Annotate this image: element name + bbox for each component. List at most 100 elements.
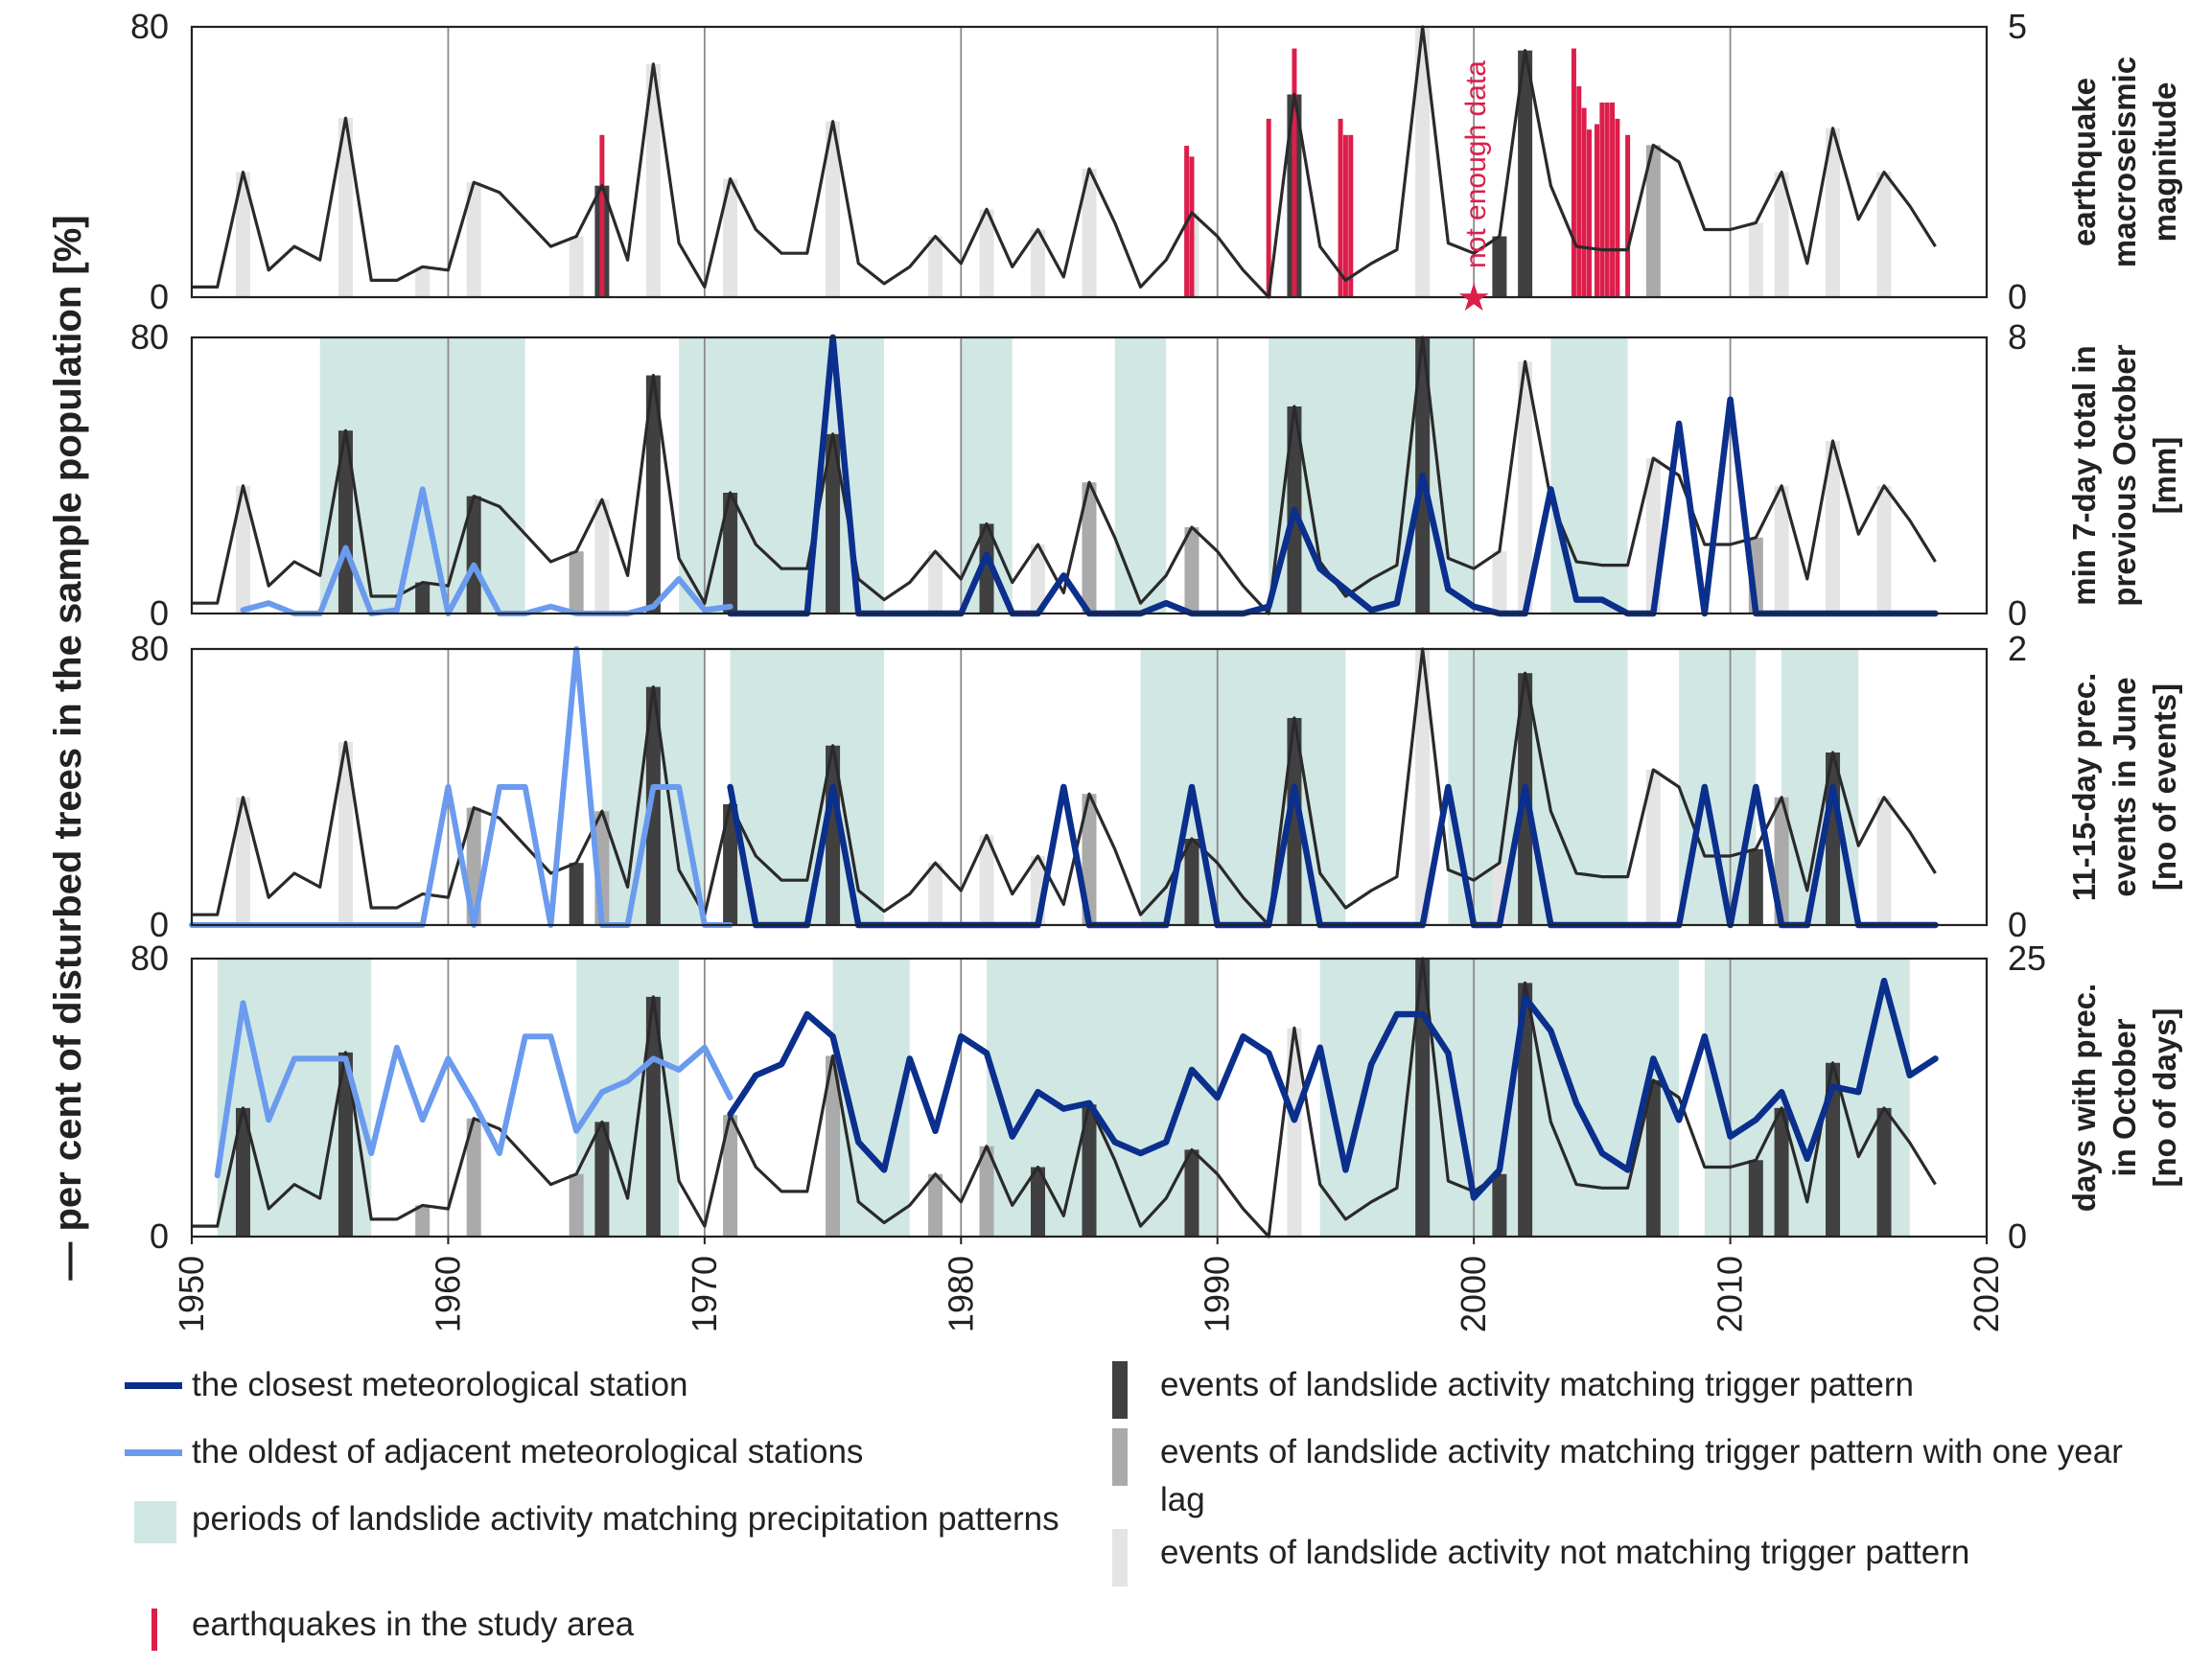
legend-label-bar-mid: events of landslide activity matching tr… <box>1160 1433 2123 1518</box>
earthquake-bar <box>1586 129 1592 297</box>
event-bar <box>928 863 943 925</box>
earthquake-bar <box>1615 118 1620 297</box>
event-bar <box>338 742 353 925</box>
right-tick-label: 0 <box>2008 905 2027 944</box>
right-axis-label: [no of days] <box>2147 1008 2182 1188</box>
event-bar <box>1031 544 1046 614</box>
event-bar <box>1826 441 1841 614</box>
event-bar <box>1415 959 1431 1237</box>
panel-3: 80 0 2 0 11-15-day prec. events in June [no of… <box>130 629 2182 944</box>
event-bar <box>1518 50 1533 298</box>
earthquake-bar <box>1571 48 1576 298</box>
legend-label-precip-periods: periods of landslide activity matching p… <box>192 1500 1059 1538</box>
event-bar <box>1748 1160 1763 1237</box>
right-tick-label: 0 <box>2008 1216 2027 1256</box>
event-bar <box>928 551 943 614</box>
event-bar <box>928 1173 943 1237</box>
earthquake-bar <box>1189 156 1195 297</box>
event-bar <box>1876 172 1892 297</box>
x-tick-label: 2000 <box>1454 1256 1493 1332</box>
earthquake-bar <box>1581 107 1587 297</box>
event-bar <box>979 209 994 297</box>
event-bar <box>1774 1107 1789 1237</box>
left-tick-label: 0 <box>150 1216 169 1256</box>
event-bar <box>1082 482 1097 614</box>
closest-station-line <box>727 977 1939 1201</box>
disturbed-trees-line <box>192 647 1937 927</box>
event-bar <box>1492 236 1507 297</box>
legend-swatch-bar-mid <box>1112 1428 1128 1486</box>
legend-swatch-bar-light <box>1112 1529 1128 1586</box>
earthquake-bar <box>1595 124 1600 297</box>
event-bar <box>1645 1079 1661 1237</box>
legend-label-bar-dark: events of landslide activity matching tr… <box>1160 1366 1914 1403</box>
event-bar <box>415 1205 431 1237</box>
panel-frame <box>190 336 1989 615</box>
earthquake-bar <box>1576 86 1582 297</box>
event-bar <box>1492 1173 1507 1237</box>
earthquake-bar <box>1338 118 1343 297</box>
event-bar <box>1287 1028 1302 1237</box>
right-axis-label: magnitude <box>2147 82 2182 243</box>
legend-swatch-precip-periods <box>134 1501 176 1543</box>
event-bar <box>1774 172 1789 297</box>
right-axis-label: 11-15-day prec. <box>2066 673 2102 901</box>
event-bar <box>1826 1062 1841 1237</box>
right-tick-label: 5 <box>2008 7 2027 46</box>
legend-swatch-earthquakes <box>151 1609 157 1651</box>
event-bar <box>1184 839 1199 925</box>
event-bar <box>1645 770 1661 925</box>
panel-1: 80 0 5 0 earthquake macroseismic magnitude ★ not… <box>130 7 2182 319</box>
right-tick-label: 25 <box>2008 938 2046 978</box>
event-bar <box>235 797 250 925</box>
earthquake-bar <box>1342 134 1348 297</box>
left-tick-label: 80 <box>130 629 169 668</box>
right-tick-label: 0 <box>2008 593 2027 633</box>
x-tick-label: 1990 <box>1198 1256 1237 1332</box>
event-bar <box>338 1052 353 1237</box>
left-tick-label: 0 <box>150 277 169 316</box>
legend-item-oldest-station: the oldest of adjacent meteorological st… <box>105 1428 863 1476</box>
event-bar <box>1031 229 1046 297</box>
event-bar <box>1518 361 1533 614</box>
disturbed-trees-line <box>192 25 1937 299</box>
event-bar <box>1876 485 1892 614</box>
event-bar <box>466 1118 481 1237</box>
x-tick-label: 2020 <box>1967 1256 2006 1332</box>
event-bar <box>594 1122 610 1237</box>
event-bar <box>415 266 431 297</box>
legend-item-precip-periods: periods of landslide activity matching p… <box>105 1495 1064 1543</box>
event-bar <box>645 375 661 614</box>
event-bar <box>1826 127 1841 297</box>
event-bar <box>645 686 661 925</box>
left-tick-label: 80 <box>130 317 169 357</box>
legend-item-earthquakes: earthquakes in the study area <box>105 1601 634 1651</box>
event-bar <box>645 63 661 298</box>
event-bar <box>338 430 353 614</box>
event-bar <box>723 1115 738 1237</box>
legend-label-oldest-station: the oldest of adjacent meteorological st… <box>192 1433 864 1470</box>
legend-label-bar-light: events of landslide activity not matchin… <box>1160 1534 1970 1571</box>
event-bar <box>723 178 738 297</box>
event-bar <box>979 523 994 614</box>
legend-swatch-closest-station <box>125 1382 182 1389</box>
event-bar <box>1748 848 1763 925</box>
legend-item-bar-dark: events of landslide activity matching tr… <box>1074 1361 1914 1419</box>
event-bar <box>338 118 353 297</box>
event-bar <box>723 804 738 925</box>
earthquake-bar <box>1292 48 1297 298</box>
event-bar <box>826 433 841 614</box>
right-tick-label: 0 <box>2008 277 2027 316</box>
earthquake-bar <box>1610 102 1616 298</box>
event-bar <box>569 863 584 925</box>
left-tick-label: 0 <box>150 905 169 944</box>
left-tick-label: 80 <box>130 7 169 46</box>
event-bar <box>979 835 994 925</box>
event-bar <box>1876 1107 1892 1237</box>
event-bar <box>569 1173 584 1237</box>
event-bar <box>928 236 943 297</box>
right-axis-label: min 7-day total in <box>2066 345 2102 605</box>
event-bar <box>723 493 738 614</box>
